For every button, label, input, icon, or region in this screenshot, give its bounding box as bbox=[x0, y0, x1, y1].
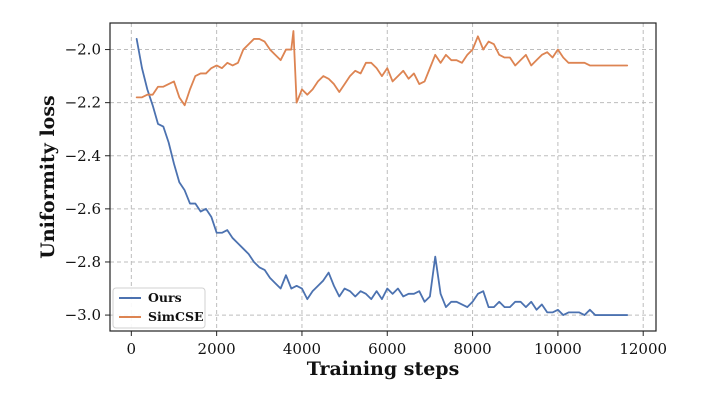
y-tick-label: −2.8 bbox=[65, 253, 101, 271]
x-tick-label: 4000 bbox=[283, 340, 321, 358]
y-tick-label: −3.0 bbox=[65, 306, 101, 324]
legend-label-simcse: SimCSE bbox=[148, 309, 204, 324]
y-tick-label: −2.6 bbox=[65, 200, 101, 218]
x-tick-label: 2000 bbox=[198, 340, 236, 358]
x-tick-label: 12000 bbox=[619, 340, 667, 358]
y-axis-title: Uniformity loss bbox=[37, 95, 59, 259]
y-tick-label: −2.4 bbox=[65, 147, 101, 165]
legend: Ours SimCSE bbox=[112, 287, 206, 329]
y-tick-label: −2.2 bbox=[65, 94, 101, 112]
x-tick-label: 10000 bbox=[534, 340, 582, 358]
x-tick-label: 8000 bbox=[453, 340, 491, 358]
plot-frame bbox=[109, 22, 657, 332]
grid bbox=[110, 23, 656, 331]
series-line-simcse bbox=[135, 30, 629, 107]
x-tick-label: 6000 bbox=[368, 340, 406, 358]
series-line-ours bbox=[135, 38, 629, 316]
y-tick-label: −2.0 bbox=[65, 41, 101, 59]
series-lines bbox=[135, 30, 629, 316]
x-tick-label: 0 bbox=[127, 340, 137, 358]
x-axis-title: Training steps bbox=[307, 358, 460, 380]
axis-ticks: 0 2000 4000 6000 8000 10000 12000 −3.0 −2.8 −2.6 −… bbox=[65, 41, 668, 358]
legend-label-ours: Ours bbox=[148, 290, 182, 305]
